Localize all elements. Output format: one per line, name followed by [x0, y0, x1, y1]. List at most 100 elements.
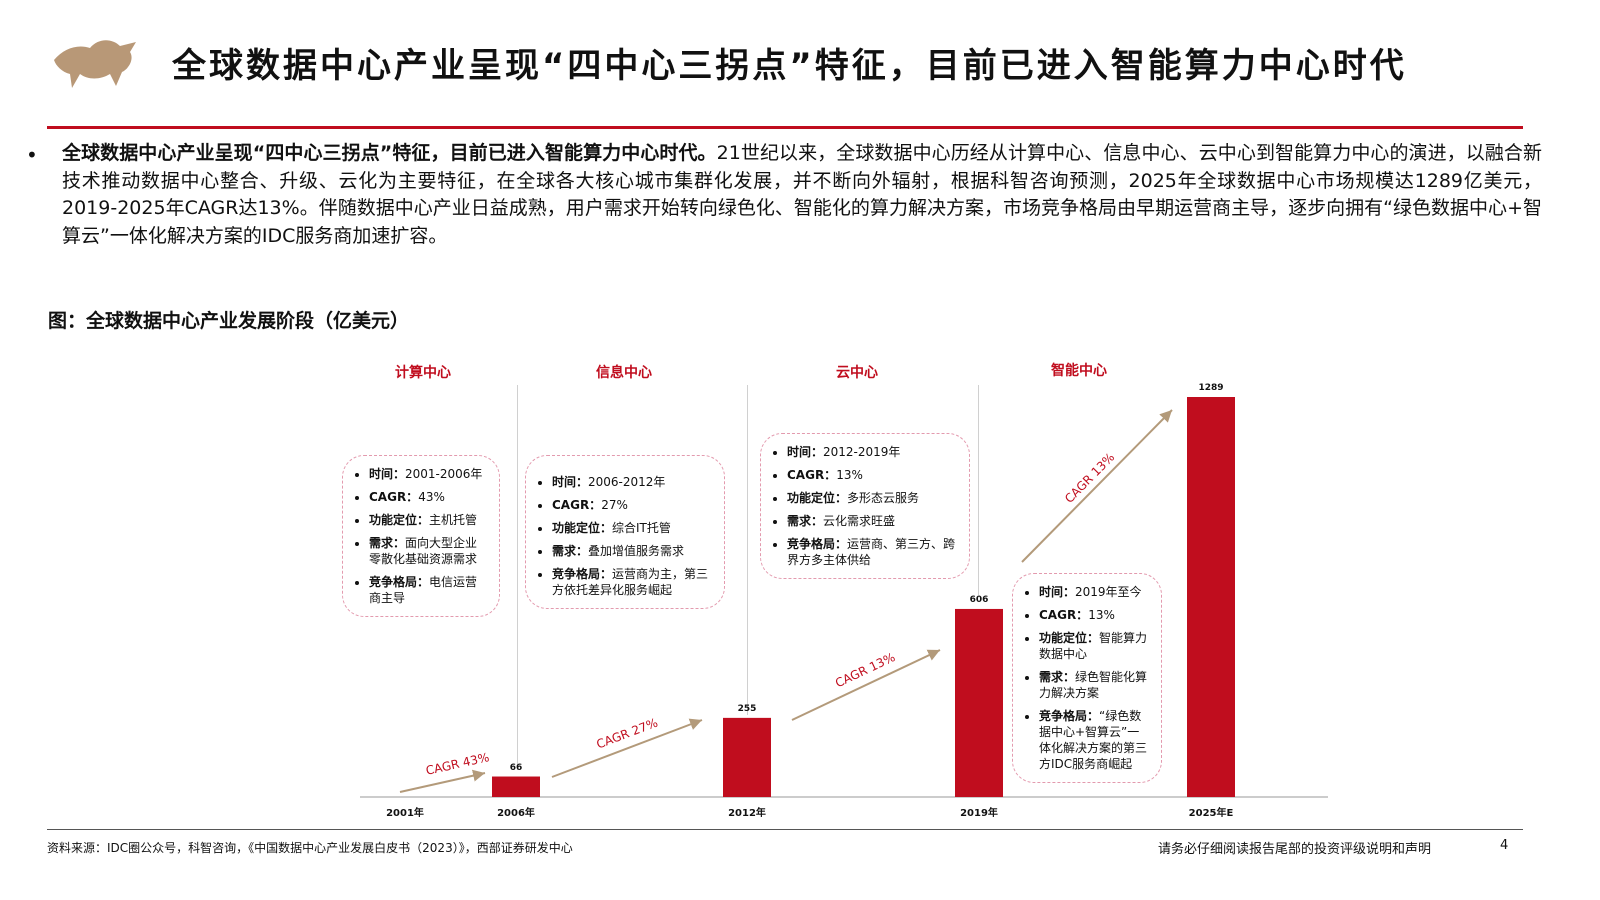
- detail-key: CAGR：: [552, 498, 602, 512]
- stage-title-information: 信息中心: [596, 365, 652, 381]
- bar-value-label: 66: [509, 762, 523, 773]
- detail-value: 2012-2019年: [823, 445, 901, 459]
- detail-key: 需求：: [552, 544, 589, 558]
- bar-value-label: 606: [969, 594, 989, 605]
- stage-detail-item: CAGR：27%: [552, 497, 712, 513]
- detail-value: 主机托管: [429, 513, 478, 527]
- stage-box-computing: 时间：2001-2006年 CAGR：43% 功能定位：主机托管需求：面向大型企业零…: [342, 455, 500, 617]
- footer-divider: [47, 829, 1523, 830]
- bar: [1187, 397, 1235, 797]
- bar: [723, 717, 771, 797]
- cagr-arrow: [399, 769, 486, 793]
- disclaimer-text: 请务必仔细阅读报告尾部的投资评级说明和声明: [1158, 842, 1432, 857]
- page-title: 全球数据中心产业呈现“四中心三拐点”特征，目前已进入智能算力中心时代: [172, 46, 1407, 86]
- detail-value: 43%: [418, 490, 445, 504]
- bar: [492, 776, 540, 797]
- summary-lead: 全球数据中心产业呈现“四中心三拐点”特征，目前已进入智能算力中心时代。: [62, 142, 717, 164]
- detail-key: CAGR：: [369, 490, 419, 504]
- detail-key: 竞争格局：: [369, 575, 430, 589]
- stage-detail-item: CAGR：43%: [369, 489, 487, 505]
- bar-value-label: 255: [737, 703, 757, 714]
- detail-value: 运营商为主，第三方依托差异化服务崛起: [552, 567, 709, 597]
- detail-key: 需求：: [1039, 670, 1076, 684]
- cagr-arrow: [791, 649, 941, 721]
- stage-detail-item: 需求：面向大型企业零散化基础资源需求: [369, 535, 487, 567]
- detail-value: 云化需求旺盛: [823, 514, 896, 528]
- detail-value: 13%: [1088, 608, 1115, 622]
- stage-detail-item: 功能定位：智能算力数据中心: [1039, 630, 1149, 662]
- detail-key: 竞争格局：: [552, 567, 613, 581]
- detail-key: 需求：: [787, 514, 824, 528]
- detail-value: “绿色数据中心+智算云”一体化解决方案的第三方IDC服务商崛起: [1039, 709, 1148, 771]
- x-tick-label: 2012年: [728, 808, 766, 819]
- stage-detail-item: 时间：2019年至今: [1039, 584, 1149, 600]
- bar: [955, 608, 1003, 797]
- detail-value: 电信运营商主导: [369, 575, 478, 605]
- bullet-icon: •: [26, 143, 38, 167]
- detail-key: 需求：: [369, 536, 406, 550]
- detail-value: 2001-2006年: [405, 467, 483, 481]
- stage-detail-item: 竞争格局：“绿色数据中心+智算云”一体化解决方案的第三方IDC服务商崛起: [1039, 708, 1149, 772]
- stage-detail-item: 需求：叠加增值服务需求: [552, 543, 712, 559]
- summary-paragraph: 全球数据中心产业呈现“四中心三拐点”特征，目前已进入智能算力中心时代。21世纪以…: [62, 140, 1542, 250]
- detail-value: 面向大型企业零散化基础资源需求: [369, 536, 478, 566]
- page-number: 4: [1500, 838, 1509, 853]
- detail-key: 功能定位：: [1039, 631, 1100, 645]
- detail-value: 叠加增值服务需求: [588, 544, 685, 558]
- summary-body: 21世纪以来，全球数据中心历经从计算中心、信息中心、云中心到智能算力中心的演进，…: [62, 142, 1542, 247]
- stage-detail-item: 功能定位：多形态云服务: [787, 490, 957, 506]
- stage-box-intelligent: 时间：2019年至今 CAGR：13% 功能定位：智能算力数据中心需求：绿色智能化算…: [1012, 573, 1162, 783]
- detail-key: 功能定位：: [369, 513, 430, 527]
- bar-value-label: 1289: [1198, 383, 1224, 393]
- detail-key: CAGR：: [1039, 608, 1089, 622]
- x-tick-label: 2006年: [497, 808, 535, 819]
- stage-detail-item: 时间：2012-2019年: [787, 444, 957, 460]
- stage-detail-item: 时间：2006-2012年: [552, 474, 712, 490]
- stage-detail-item: CAGR：13%: [1039, 607, 1149, 623]
- stage-divider: [517, 385, 518, 770]
- stage-detail-item: 功能定位：主机托管: [369, 512, 487, 528]
- stage-detail-item: 竞争格局：运营商、第三方、跨界方多主体供给: [787, 536, 957, 568]
- detail-value: 绿色智能化算力解决方案: [1039, 670, 1148, 700]
- stage-detail-item: 需求：绿色智能化算力解决方案: [1039, 669, 1149, 701]
- detail-value: 2019年至今: [1075, 585, 1142, 599]
- source-note: 资料来源：IDC圈公众号，科智咨询，《中国数据中心产业发展白皮书（2023）》，…: [47, 841, 573, 855]
- cagr-arrow: [1021, 409, 1173, 563]
- stage-divider: [747, 385, 748, 715]
- stage-box-information: 时间：2006-2012年 CAGR：27% 功能定位：综合IT托管需求：叠加增值服…: [525, 455, 725, 609]
- stage-divider: [978, 385, 979, 595]
- detail-key: 功能定位：: [552, 521, 613, 535]
- detail-key: 时间：: [1039, 585, 1076, 599]
- stage-detail-item: 功能定位：综合IT托管: [552, 520, 712, 536]
- stage-detail-item: 时间：2001-2006年: [369, 466, 487, 482]
- stage-detail-item: 竞争格局：电信运营商主导: [369, 574, 487, 606]
- detail-key: 竞争格局：: [787, 537, 848, 551]
- stage-detail-item: 需求：云化需求旺盛: [787, 513, 957, 529]
- detail-value: 2006-2012年: [588, 475, 666, 489]
- x-tick-label: 2025年E: [1188, 808, 1234, 819]
- stage-detail-item: 竞争格局：运营商为主，第三方依托差异化服务崛起: [552, 566, 712, 598]
- detail-value: 多形态云服务: [847, 491, 920, 505]
- detail-key: 时间：: [787, 445, 824, 459]
- detail-value: 运营商、第三方、跨界方多主体供给: [787, 537, 956, 567]
- stage-detail-item: CAGR：13%: [787, 467, 957, 483]
- stage-title-intelligent: 智能中心: [1051, 363, 1107, 379]
- detail-key: 时间：: [369, 467, 406, 481]
- detail-value: 综合IT托管: [612, 521, 671, 535]
- title-divider: [47, 126, 1523, 129]
- detail-key: CAGR：: [787, 468, 837, 482]
- figure-title: 图：全球数据中心产业发展阶段（亿美元）: [48, 310, 410, 332]
- detail-value: 27%: [601, 498, 628, 512]
- detail-value: 智能算力数据中心: [1039, 631, 1148, 661]
- stage-title-computing: 计算中心: [395, 365, 451, 381]
- bull-logo-icon: [54, 40, 136, 88]
- detail-key: 竞争格局：: [1039, 709, 1100, 723]
- cagr-arrow: [551, 718, 703, 778]
- x-tick-label: 2001年: [386, 808, 424, 819]
- x-tick-label: 2019年: [960, 808, 998, 819]
- detail-value: 13%: [836, 468, 863, 482]
- stage-box-cloud: 时间：2012-2019年 CAGR：13% 功能定位：多形态云服务需求：云化需求旺…: [760, 433, 970, 579]
- stage-title-cloud: 云中心: [836, 365, 878, 381]
- detail-key: 时间：: [552, 475, 589, 489]
